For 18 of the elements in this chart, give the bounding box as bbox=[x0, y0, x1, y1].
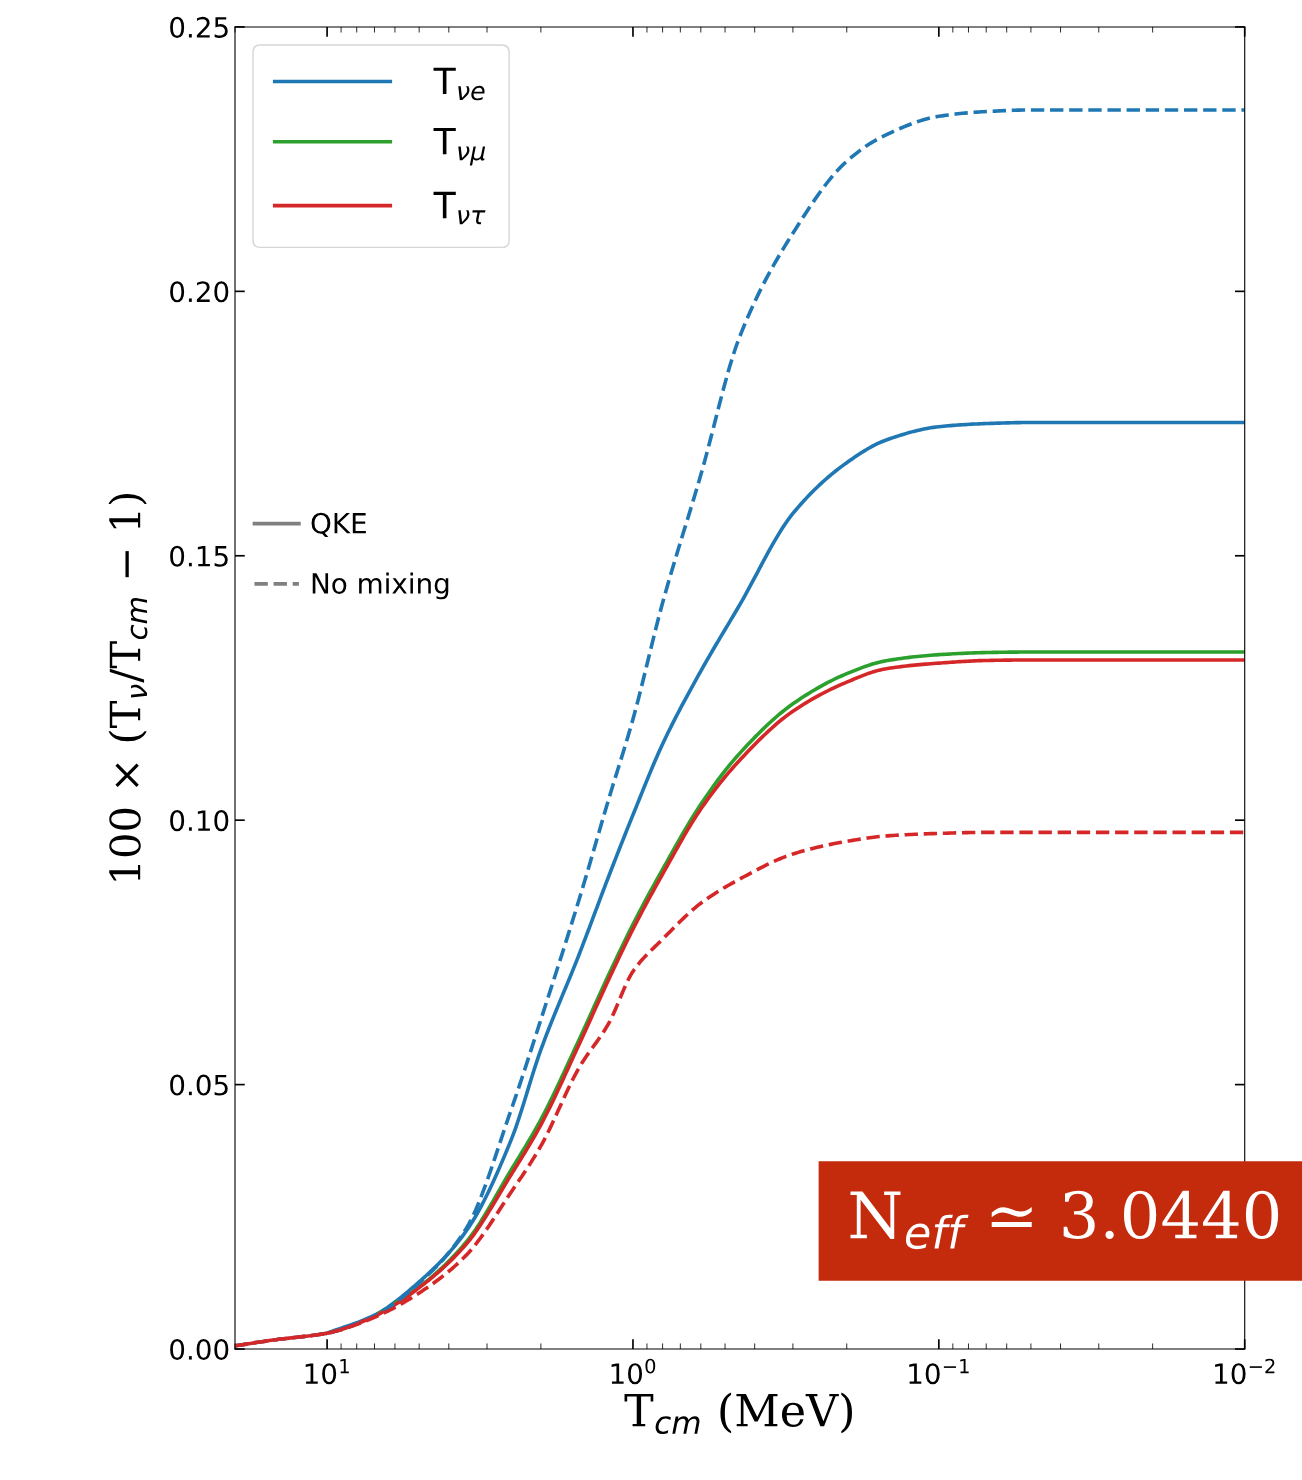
y-tick-label: 0.20 bbox=[170, 281, 229, 303]
annotation: QKE bbox=[311, 512, 366, 537]
y-tick-label: 0.25 bbox=[170, 16, 228, 38]
y-tick-label: 0.00 bbox=[170, 1338, 229, 1360]
x-tick-label: 10$^{−2}$ bbox=[1215, 1358, 1275, 1385]
y-tick-label: 0.05 bbox=[170, 1074, 228, 1096]
legend-label: T$_{ντ}$ bbox=[433, 191, 486, 225]
y-tick-label: 0.10 bbox=[170, 810, 229, 832]
annotation: N$_{eff}$ ≃ 3.0440 bbox=[850, 1190, 1279, 1250]
x-tick-label: 10$^{1}$ bbox=[305, 1359, 349, 1385]
y-tick-label: 0.15 bbox=[170, 545, 228, 567]
legend-label: T$_{νe}$ bbox=[433, 67, 485, 101]
y-axis-title: 100 × (T$_{ν}$/T$_{cm}$ − 1) bbox=[108, 493, 148, 881]
legend-label: T$_{νμ}$ bbox=[433, 127, 486, 166]
annotation: No mixing bbox=[312, 572, 449, 600]
x-tick-label: 10$^{0}$ bbox=[611, 1358, 656, 1385]
x-tick-label: 10$^{−1}$ bbox=[909, 1359, 969, 1385]
x-axis-title: T$_{cm}$ (MeV) bbox=[624, 1392, 852, 1435]
